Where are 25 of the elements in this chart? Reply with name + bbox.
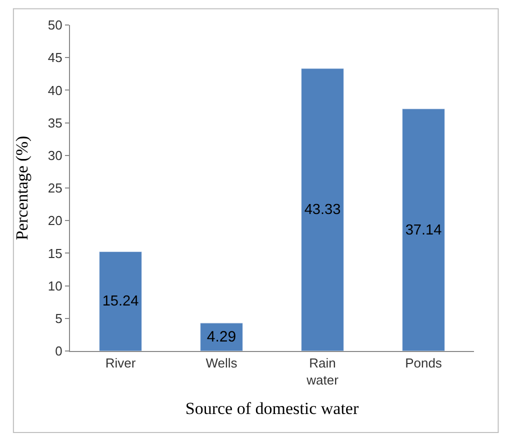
y-tick-label: 20 [48, 213, 62, 228]
x-tick-label: River [105, 356, 136, 371]
data-label: 4.29 [206, 328, 236, 346]
y-tick-label: 50 [48, 18, 62, 33]
y-tick-label: 15 [48, 246, 62, 261]
data-label: 37.14 [405, 222, 442, 238]
bar [200, 322, 243, 351]
bar [99, 251, 142, 351]
x-tick-label: Ponds [405, 356, 442, 371]
y-tick-label: 30 [48, 148, 62, 163]
y-tick-label: 0 [55, 344, 62, 359]
y-tick-label: 5 [55, 310, 62, 326]
y-tick-label: 10 [48, 278, 62, 294]
data-label: 15.24 [102, 294, 139, 310]
y-tick-label: 40 [48, 82, 62, 98]
data-label: 43.33 [304, 202, 341, 218]
x-tick-label: Rain water [306, 356, 340, 388]
y-axis-title: Percentage (%) [12, 136, 32, 240]
x-tick-label: Wells [206, 356, 238, 371]
x-axis-title: Source of domestic water [185, 398, 359, 418]
y-tick-label: 45 [48, 50, 62, 66]
bar [301, 68, 344, 351]
bar [402, 108, 445, 351]
y-tick-label: 25 [48, 180, 62, 196]
y-tick-label: 35 [48, 115, 62, 130]
